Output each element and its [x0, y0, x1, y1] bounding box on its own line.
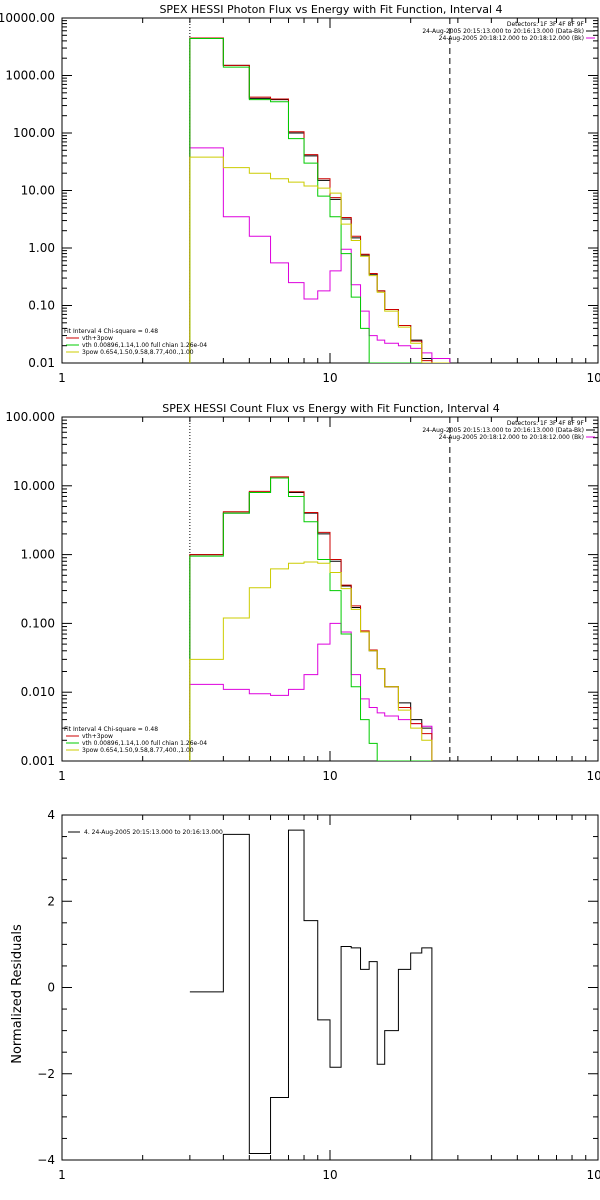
y-tick-label: 100.000 — [5, 410, 55, 424]
residuals-y-axis-label: Normalized Residuals — [10, 924, 25, 1064]
series-line-3 — [189, 38, 450, 363]
legend-bottom-left-entry: Fit Interval 4 Chi-square = 0.48 — [64, 328, 158, 335]
x-tick-label: 100 — [587, 1168, 600, 1182]
y-tick-label: 10000.00 — [0, 11, 55, 25]
x-tick-label: 10 — [322, 1168, 337, 1182]
legend-bottom-left-entry: vth 0.00896,1.14,1.00 full chian 1.26e-0… — [82, 342, 207, 349]
y-tick-label: 0.100 — [21, 616, 55, 630]
legend-top-right-entry: 24-Aug-2005 20:15:13.000 to 20:16:13.000… — [422, 28, 584, 35]
y-tick-label: 1.000 — [21, 548, 55, 562]
y-tick-label: 0.001 — [21, 754, 55, 768]
legend-bottom-left-entry: vth+3pow — [82, 733, 113, 740]
series-line-0 — [189, 37, 450, 363]
series-group-1 — [189, 476, 433, 761]
y-tick-label: 2 — [47, 894, 55, 908]
series-line-1 — [189, 622, 433, 761]
series-line-2 — [189, 37, 450, 363]
y-tick-label: 0 — [47, 981, 55, 995]
y-tick-label: 1.00 — [28, 241, 55, 255]
series-line-4 — [189, 561, 433, 761]
y-tick-label: 10.00 — [21, 184, 55, 198]
series-group-0 — [189, 37, 451, 363]
series-line-2 — [189, 476, 433, 761]
y-tick-label: −4 — [37, 1153, 55, 1167]
x-tick-label: 10 — [322, 371, 337, 385]
legend-top-right-entry: 24-Aug-2005 20:15:13.000 to 20:16:13.000… — [422, 427, 584, 434]
x-tick-label: 100 — [587, 769, 600, 783]
x-tick-label: 1 — [58, 769, 66, 783]
x-tick-label: 10 — [322, 769, 337, 783]
legend-bottom-left-entry: Fit Interval 4 Chi-square = 0.48 — [64, 726, 158, 733]
y-tick-label: 1000.00 — [5, 69, 55, 83]
series-line-4 — [189, 156, 450, 363]
y-tick-label: −2 — [37, 1067, 55, 1081]
y-tick-label: 0.10 — [28, 299, 55, 313]
x-tick-label: 100 — [587, 371, 600, 385]
x-tick-label: 1 — [58, 371, 66, 385]
photon-flux-panel: SPEX HESSI Photon Flux vs Energy with Fi… — [0, 3, 600, 385]
photon-flux-title: SPEX HESSI Photon Flux vs Energy with Fi… — [159, 3, 502, 16]
y-tick-label: 10.000 — [13, 479, 55, 493]
series-line-0 — [189, 829, 433, 1160]
count-flux-panel: SPEX HESSI Count Flux vs Energy with Fit… — [5, 402, 600, 783]
legend-bottom-left-entry: 3pow 0.654,1.50,9.58,8.77,400.,1.00 — [82, 747, 194, 754]
series-line-3 — [189, 477, 432, 761]
legend-top-right-entry: Detectors: 1F 3F 4F 8F 9F — [507, 21, 585, 28]
series-group-2 — [189, 829, 433, 1160]
y-tick-label: 4 — [47, 808, 55, 822]
count-flux-title: SPEX HESSI Count Flux vs Energy with Fit… — [162, 402, 499, 415]
legend-bottom-left-entry: vth 0.00896,1.14,1.00 full chian 1.26e-0… — [82, 740, 207, 747]
legend-top-right-entry: 24-Aug-2005 20:18:12.000 to 20:18:12.000… — [439, 35, 584, 42]
plot-frame-2 — [61, 814, 599, 1161]
x-tick-label: 1 — [58, 1168, 66, 1182]
residual-legend-entry: 4. 24-Aug-2005 20:15:13.000 to 20:16:13.… — [84, 829, 223, 836]
series-line-0 — [189, 477, 433, 761]
legend-top-right-entry: 24-Aug-2005 20:18:12.000 to 20:18:12.000… — [439, 434, 584, 441]
residuals-panel: Normalized Residuals 1 10 100 −4 −2 0 2 4 4. 24-… — [10, 808, 600, 1182]
legend-top-right-entry: Detectors: 1F 3F 4F 8F 9F — [507, 420, 585, 427]
y-tick-label: 0.01 — [28, 356, 55, 370]
series-line-1 — [189, 147, 451, 363]
legend-bottom-left-entry: vth+3pow — [82, 335, 113, 342]
y-tick-label: 0.010 — [21, 685, 55, 699]
y-tick-label: 100.00 — [13, 126, 55, 140]
legend-bottom-left-entry: 3pow 0.654,1.50,9.58,8.77,400.,1.00 — [82, 349, 194, 356]
